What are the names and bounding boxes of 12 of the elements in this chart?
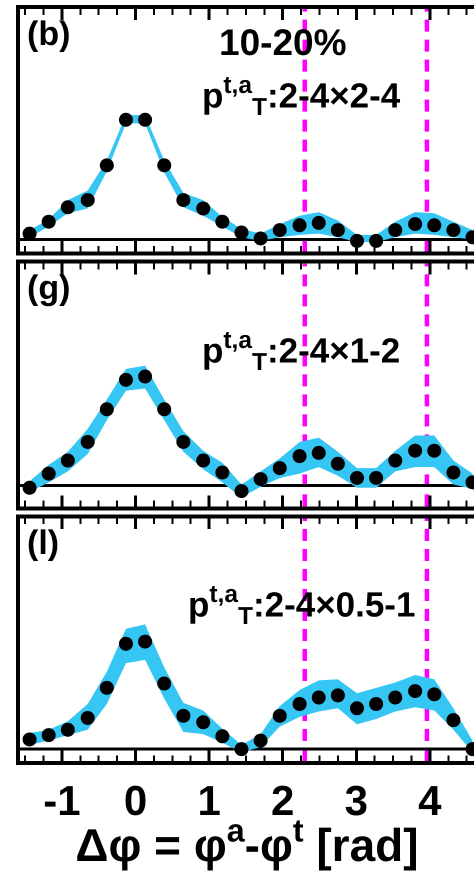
x-tick-label: 2 [271,777,294,824]
text: (l) [27,524,60,562]
text: (g) [27,269,70,307]
text: 10-20% [219,22,347,63]
x-tick-label: 1 [197,777,221,824]
text: p$^{t,a}$$_{T}$:2-4×1-2 [202,327,400,376]
x-tick-label: 4 [418,777,442,824]
text: (b) [27,15,70,53]
x-tick-label: -1 [43,777,81,824]
text: p$^{t,a}$$_{T}$:2-4×0.5-1 [188,581,416,630]
x-tick-label: 3 [344,777,368,824]
annotation: p$^{t,a}$$_{T}$:2-4×2-4 [202,72,401,122]
